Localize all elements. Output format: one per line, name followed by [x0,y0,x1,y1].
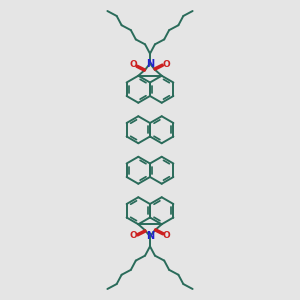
Text: O: O [129,60,137,69]
Text: N: N [146,231,154,242]
Text: O: O [129,231,137,240]
Text: O: O [163,231,171,240]
Text: O: O [163,60,171,69]
Text: N: N [146,58,154,69]
